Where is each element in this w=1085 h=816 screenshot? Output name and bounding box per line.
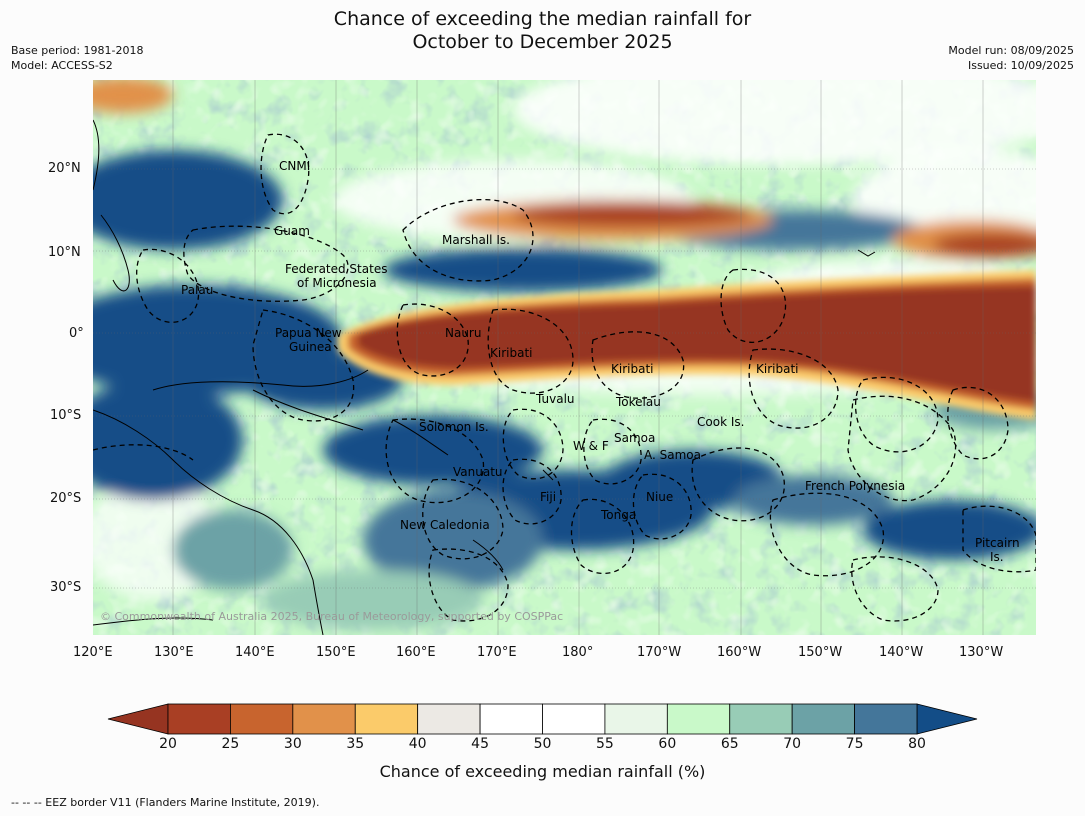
colorbar-tick-label: 35 bbox=[346, 736, 365, 752]
copyright-notice: © Commonwealth of Australia 2025, Bureau… bbox=[100, 610, 564, 623]
colorbar-tick-label: 60 bbox=[658, 736, 677, 752]
label-pitcairn-2: Is. bbox=[990, 550, 1004, 564]
coastlines bbox=[93, 119, 876, 635]
lon-label-140e: 140°E bbox=[235, 645, 275, 660]
model-run: Model run: 08/09/2025 bbox=[948, 44, 1074, 57]
colorbar bbox=[105, 702, 981, 740]
lat-label-0: 0° bbox=[69, 326, 84, 341]
colorbar-segment bbox=[354, 703, 419, 735]
colorbar-segment bbox=[417, 703, 481, 735]
label-niue: Niue bbox=[646, 490, 673, 504]
label-tuvalu: Tuvalu bbox=[535, 392, 575, 406]
title-line-2: October to December 2025 bbox=[412, 31, 673, 53]
label-cnmi: CNMI bbox=[279, 159, 310, 173]
colorbar-segment bbox=[666, 703, 731, 735]
meta-left: Base period: 1981-2018 Model: ACCESS-S2 bbox=[11, 43, 143, 73]
lon-label-140w: 140°W bbox=[879, 645, 924, 660]
label-palau: Palau bbox=[181, 283, 213, 297]
label-tokelau: Tokelau bbox=[615, 395, 661, 409]
lon-label-130e: 130°E bbox=[154, 645, 194, 660]
label-png-1: Papua New bbox=[275, 326, 342, 340]
label-wf: W & F bbox=[573, 439, 609, 453]
colorbar-segments bbox=[167, 703, 918, 735]
lat-label-10n: 10°N bbox=[48, 245, 81, 260]
colorbar-tick-label: 40 bbox=[408, 736, 427, 752]
colorbar-tick-label: 50 bbox=[533, 736, 552, 752]
label-cook: Cook Is. bbox=[697, 415, 744, 429]
colorbar-tick-label: 55 bbox=[595, 736, 614, 752]
lat-label-20n: 20°N bbox=[48, 161, 81, 176]
eez-borders bbox=[93, 133, 1036, 622]
lon-label-150w: 150°W bbox=[798, 645, 843, 660]
colorbar-tick-label: 75 bbox=[845, 736, 864, 752]
colorbar-segment bbox=[230, 703, 294, 735]
label-kiribati-3: Kiribati bbox=[756, 362, 798, 376]
colorbar-tick-label: 45 bbox=[471, 736, 489, 752]
colorbar-segment bbox=[292, 703, 356, 735]
colorbar-tick-label: 25 bbox=[221, 736, 240, 752]
label-guam: Guam bbox=[274, 224, 310, 238]
colorbar-segment bbox=[167, 703, 231, 735]
lon-label-120e: 120°E bbox=[73, 645, 113, 660]
eez-footnote: -- -- -- EEZ border V11 (Flanders Marine… bbox=[11, 796, 320, 809]
label-kiribati-2: Kiribati bbox=[611, 362, 653, 376]
base-period: Base period: 1981-2018 bbox=[11, 44, 144, 57]
lon-label-180: 180° bbox=[562, 645, 594, 660]
label-tonga: Tonga bbox=[600, 508, 636, 522]
label-solomon: Solomon Is. bbox=[419, 420, 489, 434]
label-marshall: Marshall Is. bbox=[442, 233, 510, 247]
label-png-2: Guinea bbox=[289, 340, 332, 354]
colorbar-segment bbox=[729, 703, 793, 735]
lat-label-10s: 10°S bbox=[50, 408, 82, 423]
lon-label-170e: 170°E bbox=[477, 645, 517, 660]
label-fsm-1: Federated States bbox=[285, 262, 387, 276]
label-fsm-2: of Micronesia bbox=[297, 276, 377, 290]
label-vanuatu: Vanuatu bbox=[453, 465, 503, 479]
label-french-polynesia: French Polynesia bbox=[805, 479, 905, 493]
colorbar-over-arrow bbox=[916, 703, 978, 735]
colorbar-tick-label: 20 bbox=[159, 736, 177, 752]
issued-date: Issued: 10/09/2025 bbox=[967, 59, 1074, 72]
model-name: Model: ACCESS-S2 bbox=[11, 59, 113, 72]
label-fiji: Fiji bbox=[540, 490, 556, 504]
colorbar-segment bbox=[479, 703, 543, 735]
lon-label-150e: 150°E bbox=[316, 645, 356, 660]
place-labels: CNMI Guam Marshall Is. Federated States … bbox=[181, 159, 1020, 564]
colorbar-under-arrow bbox=[107, 703, 169, 735]
label-samoa: Samoa bbox=[614, 431, 655, 445]
colorbar-tick-label: 70 bbox=[783, 736, 802, 752]
colorbar-tick-label: 80 bbox=[908, 736, 926, 752]
label-kiribati-1: Kiribati bbox=[490, 346, 532, 360]
label-pitcairn-1: Pitcairn bbox=[975, 536, 1020, 550]
lon-label-160e: 160°E bbox=[396, 645, 436, 660]
label-nauru: Nauru bbox=[445, 326, 481, 340]
colorbar-segment bbox=[854, 703, 918, 735]
colorbar-label: Chance of exceeding median rainfall (%) bbox=[379, 762, 706, 781]
colorbar-tick-label: 65 bbox=[720, 736, 739, 752]
colorbar-tick-label: 30 bbox=[283, 736, 302, 752]
colorbar-segment bbox=[791, 703, 855, 735]
gridlines bbox=[93, 80, 1036, 635]
meta-right: Model run: 08/09/2025 Issued: 10/09/2025 bbox=[948, 43, 1074, 73]
chart-title: Chance of exceeding the median rainfall … bbox=[0, 8, 1085, 54]
colorbar-segment bbox=[542, 703, 606, 735]
colorbar-segment bbox=[604, 703, 668, 735]
rainfall-map: CNMI Guam Marshall Is. Federated States … bbox=[93, 80, 1036, 635]
label-asamoa: A. Samoa bbox=[644, 448, 701, 462]
lat-label-30s: 30°S bbox=[50, 580, 82, 595]
lat-label-20s: 20°S bbox=[50, 491, 82, 506]
lon-label-160w: 160°W bbox=[717, 645, 762, 660]
label-new-caledonia: New Caledonia bbox=[400, 518, 490, 532]
lon-label-130w: 130°W bbox=[959, 645, 1004, 660]
title-line-1: Chance of exceeding the median rainfall … bbox=[333, 8, 752, 30]
lon-label-170w: 170°W bbox=[637, 645, 682, 660]
